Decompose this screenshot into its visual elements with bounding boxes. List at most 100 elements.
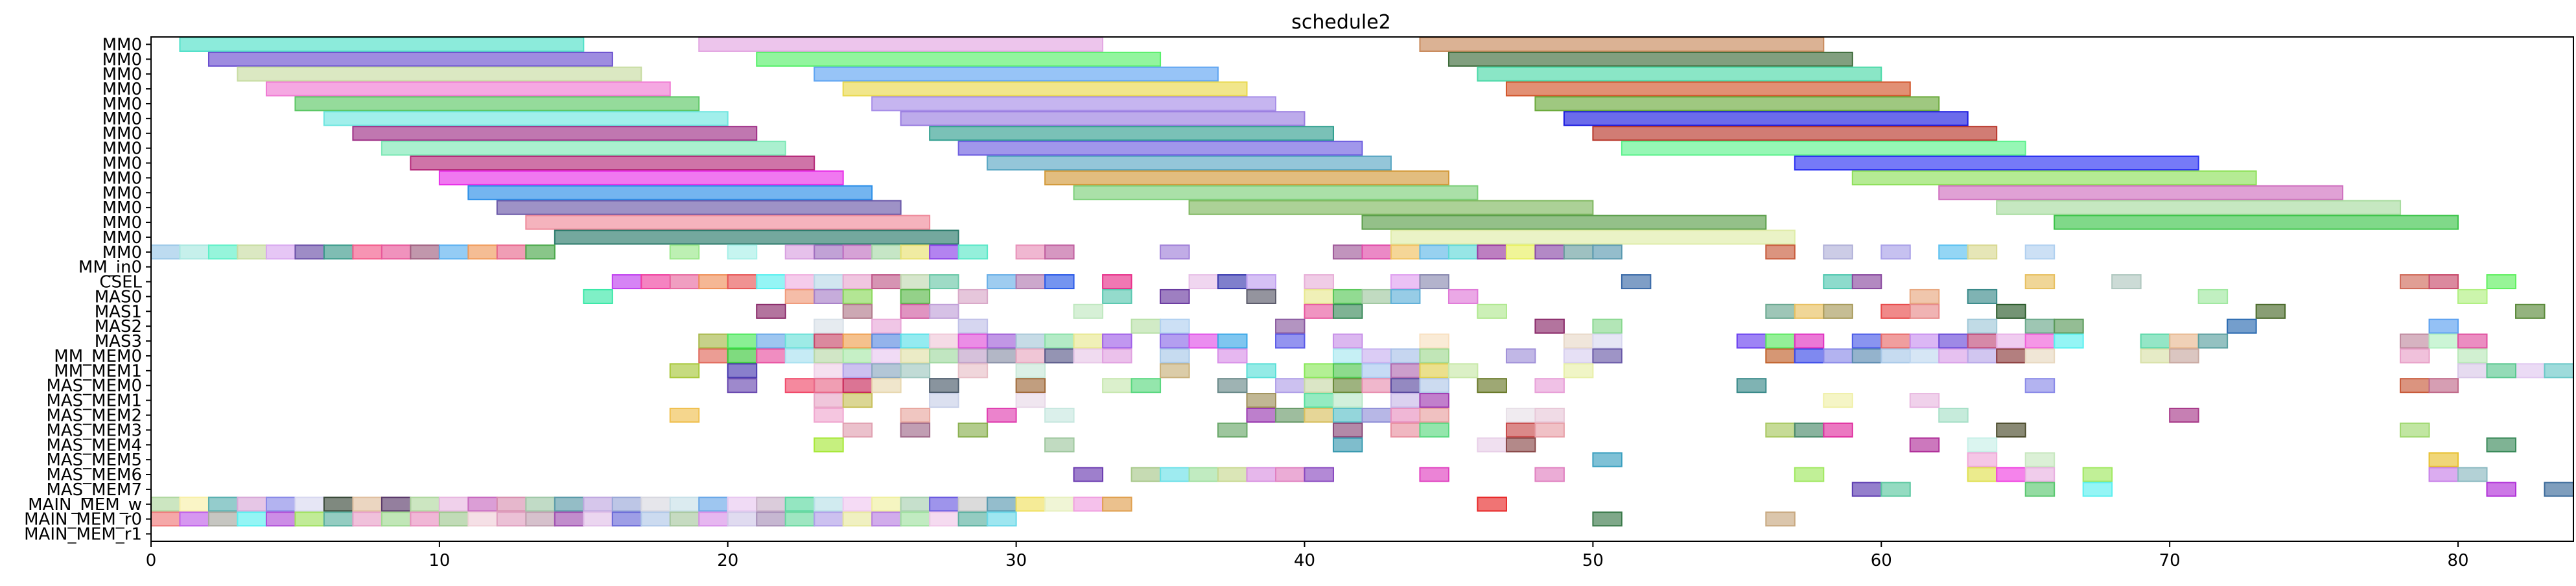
task-bar xyxy=(611,511,642,527)
task-bar xyxy=(1188,274,1219,290)
task-bar xyxy=(1044,407,1075,423)
task-bar xyxy=(1967,318,1998,334)
plot-frame xyxy=(150,36,2574,542)
task-bar xyxy=(1419,348,1449,364)
y-tick-label: MAS_MEM1 xyxy=(46,392,142,411)
task-bar xyxy=(900,348,931,364)
task-bar xyxy=(900,274,931,290)
task-bar xyxy=(669,511,700,527)
task-bar xyxy=(756,348,786,364)
task-bar xyxy=(814,288,844,304)
task-bar xyxy=(2024,467,2055,482)
task-bar xyxy=(1333,303,1363,319)
task-bar xyxy=(842,288,873,304)
task-bar xyxy=(1938,244,1969,260)
task-bar xyxy=(1736,333,1767,349)
task-bar xyxy=(727,378,758,393)
task-bar xyxy=(727,511,758,527)
task-bar xyxy=(2428,467,2459,482)
task-bar xyxy=(1996,348,2026,364)
task-bar xyxy=(1361,363,1392,379)
task-bar xyxy=(2024,244,2055,260)
task-bar xyxy=(1967,288,1998,304)
y-tick-label: MM0 xyxy=(102,154,142,174)
y-tick-label: MM0 xyxy=(102,198,142,218)
task-bar xyxy=(1015,348,1046,364)
task-bar xyxy=(381,141,786,156)
task-bar xyxy=(150,511,181,527)
task-bar xyxy=(698,348,729,364)
task-bar xyxy=(1447,51,1853,67)
task-bar xyxy=(1419,422,1449,438)
task-bar xyxy=(1130,378,1162,393)
task-bar xyxy=(150,497,181,512)
task-bar xyxy=(1996,303,2026,319)
task-bar xyxy=(871,244,902,260)
task-bar xyxy=(496,200,902,215)
task-bar xyxy=(871,348,902,364)
task-bar xyxy=(294,511,325,527)
task-bar xyxy=(179,244,209,260)
task-bar xyxy=(2197,333,2229,349)
y-tick-label: MM0 xyxy=(102,110,142,129)
task-bar xyxy=(1477,378,1507,393)
task-bar xyxy=(1390,274,1421,290)
task-bar xyxy=(583,497,613,512)
task-bar xyxy=(814,437,844,452)
task-bar xyxy=(1333,333,1363,349)
y-tick-label: MAIN_MEM_r0 xyxy=(24,510,142,530)
task-bar xyxy=(1563,348,1594,364)
task-bar xyxy=(929,333,959,349)
task-bar xyxy=(2169,407,2199,423)
task-bar xyxy=(900,511,931,527)
task-bar xyxy=(1938,348,1969,364)
task-bar xyxy=(2024,482,2055,497)
task-bar xyxy=(1477,497,1507,512)
task-bar xyxy=(179,511,209,527)
task-bar xyxy=(1361,378,1392,393)
task-bar xyxy=(352,511,382,527)
task-bar xyxy=(1390,244,1421,260)
task-bar xyxy=(784,288,815,304)
task-bar xyxy=(1333,422,1363,438)
task-bar xyxy=(1217,333,1248,349)
task-bar xyxy=(1563,244,1594,260)
task-bar xyxy=(1102,288,1132,304)
task-bar xyxy=(179,36,585,52)
task-bar xyxy=(2457,288,2488,304)
task-bar xyxy=(554,497,585,512)
task-bar xyxy=(438,497,469,512)
task-bar xyxy=(467,185,873,200)
task-bar xyxy=(1073,333,1104,349)
task-bar xyxy=(1015,244,1046,260)
task-bar xyxy=(1592,126,1998,141)
task-bar xyxy=(2169,333,2199,349)
task-bar xyxy=(957,422,989,438)
task-bar xyxy=(2054,318,2084,334)
y-tick-label: MM0 xyxy=(102,80,142,99)
task-bar xyxy=(1390,378,1421,393)
task-bar xyxy=(1765,333,1796,349)
task-bar xyxy=(1419,363,1449,379)
task-bar xyxy=(698,274,729,290)
task-bar xyxy=(987,407,1017,423)
task-bar xyxy=(756,303,786,319)
task-bar xyxy=(814,348,844,364)
task-bar xyxy=(1534,422,1565,438)
task-bar xyxy=(842,422,873,438)
task-bar xyxy=(987,511,1017,527)
task-bar xyxy=(929,303,959,319)
task-bar xyxy=(698,333,729,349)
task-bar xyxy=(1851,482,1882,497)
task-bar xyxy=(987,155,1392,171)
task-bar xyxy=(727,274,758,290)
task-bar xyxy=(2227,318,2257,334)
task-bar xyxy=(2400,422,2430,438)
task-bar xyxy=(381,511,412,527)
task-bar xyxy=(1592,511,1622,527)
task-bar xyxy=(1477,66,1882,82)
task-bar xyxy=(1304,467,1335,482)
y-tick-label: MM_MEM1 xyxy=(54,362,142,381)
task-bar xyxy=(1534,244,1565,260)
